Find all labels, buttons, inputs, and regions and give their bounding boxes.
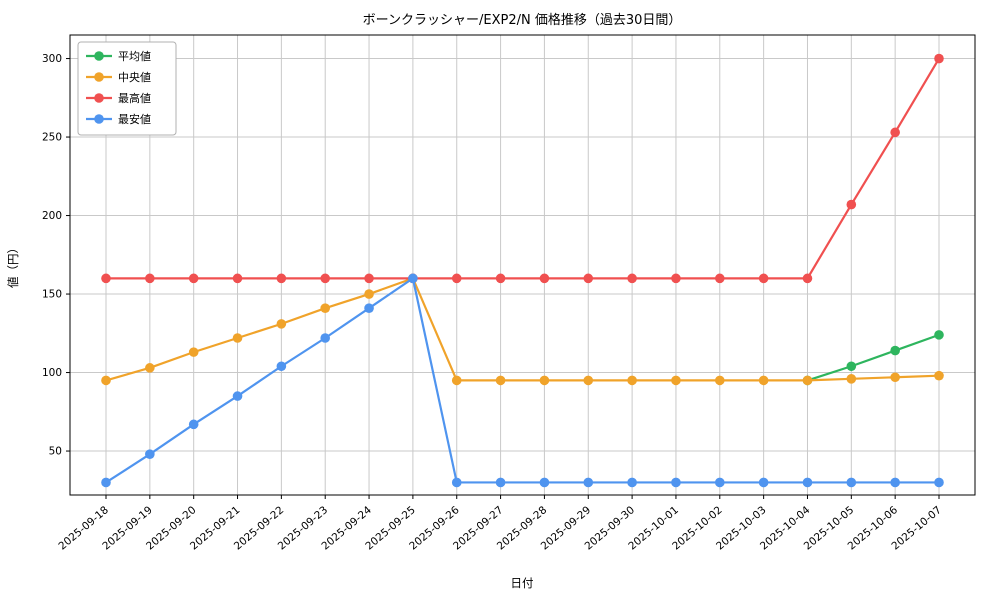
data-point-min [451, 477, 462, 488]
legend-marker-min [94, 114, 104, 124]
data-point-max [671, 273, 681, 284]
data-point-median [802, 375, 813, 386]
data-point-average [846, 361, 857, 372]
grid-layer [70, 35, 975, 495]
data-point-min [101, 477, 111, 488]
y-tick-label: 250 [42, 132, 62, 144]
y-tick-label: 300 [42, 53, 62, 65]
series-line-average [807, 333, 940, 382]
data-point-min [539, 477, 550, 488]
data-point-median [539, 375, 550, 386]
data-point-median [320, 303, 331, 313]
legend-label-min: 最安値 [118, 112, 151, 126]
data-point-average [934, 330, 944, 340]
data-point-min [320, 333, 331, 343]
legend-label-average: 平均値 [118, 50, 151, 63]
data-point-min [758, 477, 769, 488]
data-point-max [101, 273, 111, 284]
series-layer [101, 53, 944, 488]
data-point-min [276, 361, 287, 372]
chart-title: ボーンクラッシャー/EXP2/N 価格推移（過去30日間） [363, 12, 682, 28]
data-point-max [232, 273, 243, 284]
legend-marker-max [94, 93, 104, 103]
y-axis-label: 値（円） [6, 242, 20, 288]
data-point-min [145, 449, 155, 459]
data-point-max [583, 273, 594, 284]
data-point-min [627, 477, 637, 488]
y-tick-label: 150 [42, 289, 62, 301]
data-point-max [846, 199, 857, 210]
data-point-min [232, 391, 243, 401]
y-tick-label: 200 [42, 210, 62, 222]
data-point-median [232, 333, 243, 343]
data-point-median [934, 370, 944, 381]
series-line-min [105, 276, 939, 484]
data-point-min [671, 477, 681, 488]
data-point-median [495, 375, 506, 386]
data-point-max [934, 53, 944, 64]
legend-label-max: 最高値 [118, 91, 151, 105]
data-point-max [320, 273, 331, 284]
data-point-median [145, 363, 155, 373]
data-point-max [188, 273, 199, 284]
data-point-max [364, 273, 374, 284]
legend-marker-average [94, 51, 104, 61]
data-point-max [451, 273, 462, 284]
data-point-min [364, 303, 374, 313]
data-point-median [451, 375, 462, 386]
data-point-min [890, 477, 900, 488]
data-point-min [583, 477, 594, 488]
data-point-average [890, 345, 900, 356]
data-point-median [276, 319, 287, 329]
data-point-median [583, 375, 594, 386]
data-point-median [890, 372, 900, 383]
data-point-median [188, 347, 199, 357]
series-line-max [106, 57, 940, 280]
data-point-max [802, 273, 813, 284]
data-point-min [495, 477, 506, 488]
y-tick-label: 50 [49, 446, 62, 458]
data-point-median [846, 374, 857, 384]
data-point-median [714, 375, 725, 386]
data-point-min [846, 477, 857, 488]
data-point-max [714, 273, 725, 284]
data-point-max [539, 273, 550, 284]
data-point-max [627, 273, 637, 284]
data-point-median [364, 289, 374, 299]
data-point-min [714, 477, 725, 488]
data-point-median [758, 375, 769, 386]
data-point-min [408, 273, 418, 284]
data-point-max [145, 273, 155, 284]
plot-border [69, 34, 976, 496]
legend-marker-median [94, 72, 104, 82]
data-point-median [627, 375, 637, 386]
data-point-median [101, 375, 111, 386]
legend-label-median: 中央値 [118, 71, 151, 84]
x-axis-label: 日付 [511, 576, 534, 590]
data-point-min [802, 477, 813, 488]
data-point-max [276, 273, 287, 284]
data-point-max [758, 273, 769, 284]
data-point-median [671, 375, 681, 386]
legend-box [77, 41, 177, 136]
data-point-min [188, 419, 199, 430]
y-tick-label: 100 [42, 367, 62, 379]
data-point-min [934, 477, 944, 488]
series-line-median [105, 276, 940, 382]
data-point-max [495, 273, 506, 284]
data-point-max [890, 127, 900, 138]
